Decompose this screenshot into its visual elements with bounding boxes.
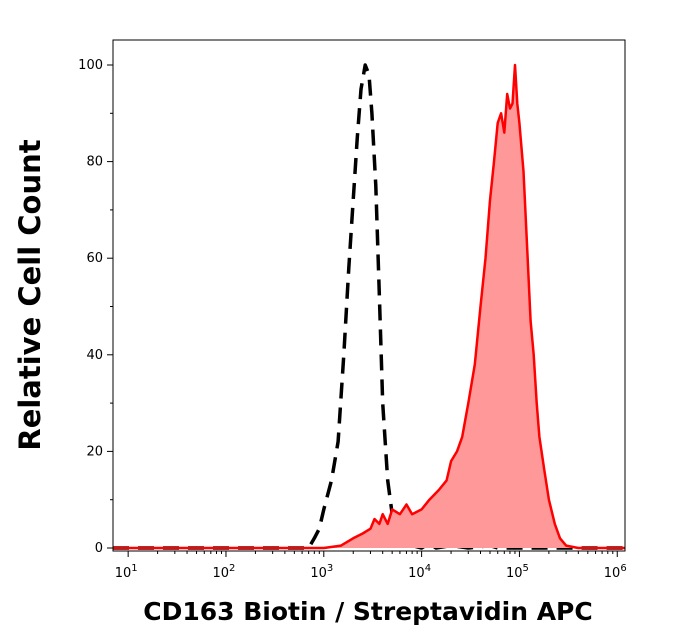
y-axis: 0 20 40 60 80 100 xyxy=(78,58,113,556)
y-axis-label: Relative Cell Count xyxy=(13,139,47,450)
y-tick-label: 40 xyxy=(86,348,103,363)
x-tick-label: 106 xyxy=(604,563,627,581)
series-layer xyxy=(113,63,625,550)
series-1-line xyxy=(113,63,625,550)
plot-frame xyxy=(112,39,626,552)
x-tick-label: 103 xyxy=(310,563,333,581)
series-1-fill xyxy=(113,65,625,548)
series-0-line xyxy=(113,63,625,550)
y-tick-label: 100 xyxy=(78,58,103,73)
x-tick-label: 101 xyxy=(115,563,138,581)
x-tick-label: 102 xyxy=(213,563,236,581)
x-axis-label: CD163 Biotin / Streptavidin APC xyxy=(143,597,592,626)
y-tick-label: 80 xyxy=(86,155,103,170)
x-axis: 101 102 103 104 105 106 xyxy=(115,551,627,581)
y-tick-label: 0 xyxy=(95,541,103,556)
x-tick-label: 104 xyxy=(408,563,431,581)
x-tick-label: 105 xyxy=(506,563,529,581)
y-tick-label: 60 xyxy=(86,251,103,266)
y-tick-label: 20 xyxy=(86,444,103,459)
